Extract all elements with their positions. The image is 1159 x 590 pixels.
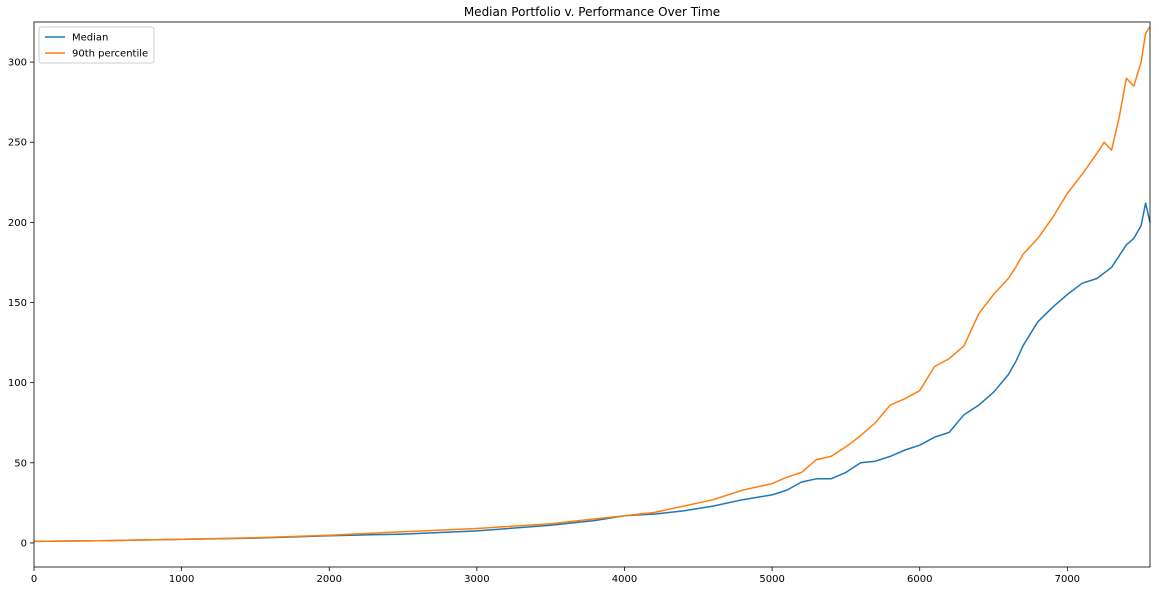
x-tick-label: 2000 <box>317 574 342 585</box>
legend: Median 90th percentile <box>38 26 155 64</box>
x-tick-label: 6000 <box>907 574 932 585</box>
series-line-0 <box>33 202 1151 543</box>
x-tick-label: 4000 <box>612 574 637 585</box>
x-tick-label: 5000 <box>759 574 784 585</box>
y-tick-label: 150 <box>8 298 27 309</box>
y-axis: 0 50 100 150 200 250 300 <box>8 58 34 549</box>
x-tick-label: 0 <box>31 574 37 585</box>
x-tick-label: 1000 <box>169 574 194 585</box>
legend-entry-0: Median <box>72 33 108 44</box>
y-tick-label: 250 <box>8 138 27 149</box>
legend-box <box>38 26 155 64</box>
plot-frame <box>33 21 1151 568</box>
y-tick-label: 200 <box>8 218 27 229</box>
y-tick-label: 0 <box>21 538 27 549</box>
series-line-1 <box>33 26 1151 543</box>
chart-title: Median Portfolio v. Performance Over Tim… <box>464 5 720 19</box>
x-tick-label: 3000 <box>464 574 489 585</box>
series-layer <box>33 26 1151 543</box>
x-axis: 0 1000 2000 3000 4000 5000 6000 7000 <box>31 567 1080 585</box>
legend-entry-1: 90th percentile <box>72 49 148 60</box>
y-tick-label: 50 <box>14 458 27 469</box>
y-tick-label: 300 <box>8 58 27 69</box>
x-tick-label: 7000 <box>1055 574 1080 585</box>
y-tick-label: 100 <box>8 378 27 389</box>
